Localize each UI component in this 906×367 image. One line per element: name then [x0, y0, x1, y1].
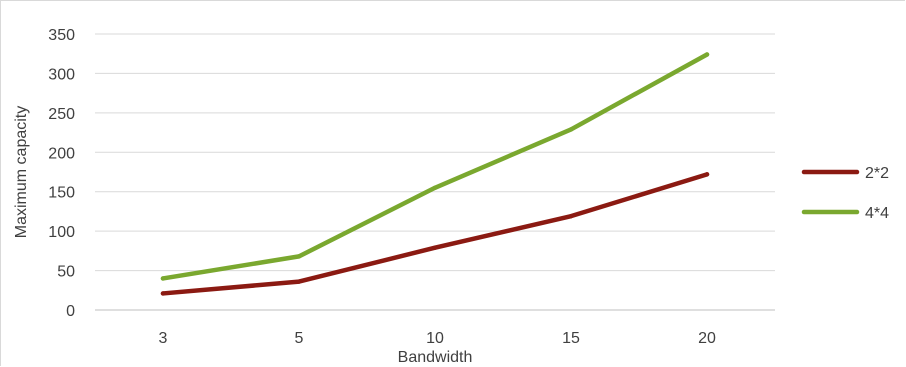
y-tick-label: 200 [48, 145, 75, 162]
legend-label: 4*4 [865, 205, 889, 222]
series-lines [160, 52, 710, 296]
x-axis-title: Bandwidth [398, 349, 473, 366]
legend-item: 4*4 [801, 205, 889, 222]
y-axis-ticks: 0 50 100 150 200 250 300 350 [48, 27, 75, 320]
data-point [296, 279, 302, 284]
data-point [704, 52, 710, 57]
series-line [160, 172, 710, 296]
y-tick-label: 50 [57, 264, 75, 281]
x-tick-label: 20 [698, 330, 716, 347]
y-tick-label: 350 [48, 27, 75, 44]
y-tick-label: 250 [48, 106, 75, 123]
series-1 [160, 172, 710, 296]
legend-item: 2*2 [801, 165, 889, 182]
y-axis-title: Maximum capacity [13, 106, 30, 238]
legend: 2*2 4*4 [801, 165, 889, 222]
series-line [160, 52, 710, 281]
data-point [432, 185, 438, 190]
y-tick-label: 100 [48, 224, 75, 241]
gridlines [95, 33, 775, 311]
x-tick-label: 5 [295, 330, 304, 347]
data-point [296, 254, 302, 259]
y-tick-label: 300 [48, 66, 75, 83]
data-point [160, 276, 166, 281]
data-point [568, 213, 574, 219]
y-tick-label: 0 [66, 303, 75, 320]
x-axis-ticks: 3 5 10 15 20 [159, 330, 716, 347]
y-tick-label: 150 [48, 185, 75, 202]
data-point [432, 245, 438, 250]
x-tick-label: 3 [159, 330, 168, 347]
x-tick-label: 10 [426, 330, 444, 347]
data-point [704, 172, 710, 177]
data-point [568, 127, 574, 132]
x-tick-label: 15 [562, 330, 580, 347]
series-2 [160, 52, 710, 281]
legend-label: 2*2 [865, 165, 889, 182]
data-point [160, 291, 166, 296]
